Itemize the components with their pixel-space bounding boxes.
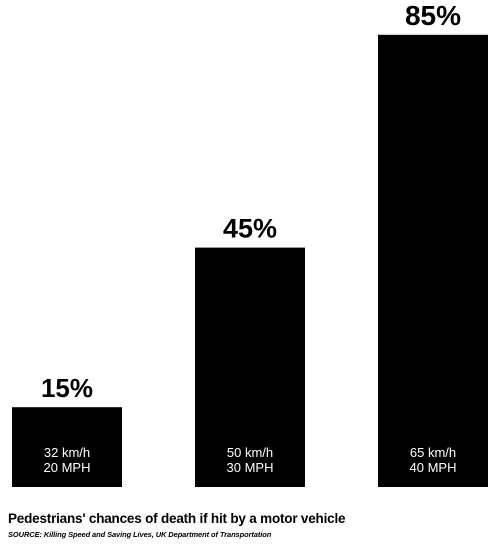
chart-source: SOURCE: Killing Speed and Saving Lives, … bbox=[8, 530, 272, 539]
bar-value-label: 85% bbox=[405, 0, 461, 31]
bar-value-label: 15% bbox=[41, 373, 93, 403]
chart-title: Pedestrians' chances of death if hit by … bbox=[8, 511, 346, 526]
bar-speed-mph-label: 20 MPH bbox=[44, 460, 91, 475]
bar-speed-kmh-label: 65 km/h bbox=[410, 445, 456, 460]
bar-value-label: 45% bbox=[223, 214, 277, 244]
bar-speed-kmh-label: 32 km/h bbox=[44, 445, 90, 460]
bar bbox=[195, 247, 305, 487]
bar-speed-kmh-label: 50 km/h bbox=[227, 445, 273, 460]
bar bbox=[12, 407, 122, 487]
bar bbox=[378, 34, 488, 488]
bar-speed-mph-label: 30 MPH bbox=[227, 460, 274, 475]
bar-speed-mph-label: 40 MPH bbox=[410, 460, 457, 475]
